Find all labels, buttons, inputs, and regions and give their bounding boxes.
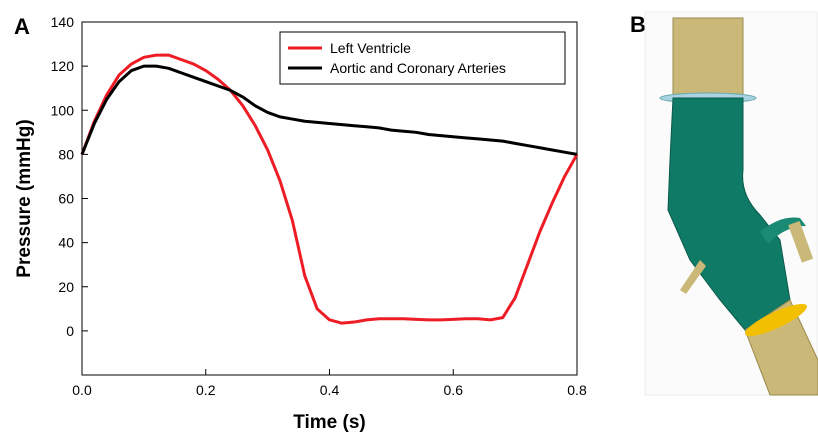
y-tick-label: 140 [51, 14, 75, 30]
model-image [644, 11, 818, 396]
x-tick-label: 0.6 [444, 382, 464, 398]
y-axis-label: Pressure (mmHg) [14, 119, 35, 277]
legend-label: Aortic and Coronary Arteries [330, 60, 506, 76]
x-tick-label: 0.0 [72, 382, 92, 398]
chart: 0 20 40 60 80 100 120 140 0.0 0.2 0.4 0.6 0.8 Time (s… [14, 14, 587, 433]
plot-frame [81, 21, 578, 376]
x-tick-label: 0.8 [567, 382, 587, 398]
y-tick-label: 20 [58, 279, 74, 295]
line [80, 64, 578, 156]
panel-label: B [630, 12, 646, 37]
y-tick-label: 40 [58, 235, 74, 251]
legend-box [279, 31, 566, 85]
y-tick-label: 60 [58, 191, 74, 207]
legend-label: Left Ventricle [330, 40, 411, 56]
y-tick-label: 0 [66, 323, 74, 339]
y-tick-label: 100 [51, 102, 75, 118]
panel-label: A [14, 14, 30, 39]
x-tick-label: 0.4 [320, 382, 340, 398]
y-tick-label: 120 [51, 58, 75, 74]
line [80, 53, 579, 325]
x-axis-label: Time (s) [293, 412, 366, 433]
y-tick-label: 80 [58, 146, 74, 162]
x-tick-label: 0.2 [196, 382, 216, 398]
